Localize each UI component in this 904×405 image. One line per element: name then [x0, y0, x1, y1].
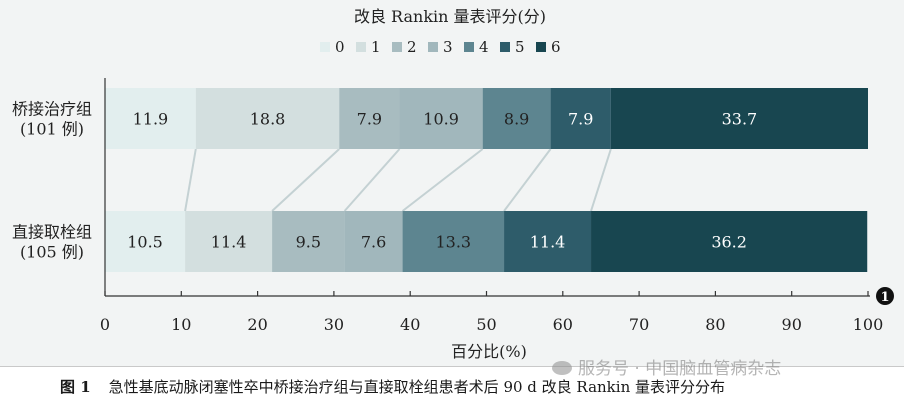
category-label-row2: 直接取栓组: [12, 223, 92, 242]
legend-label-1: 1: [371, 38, 381, 56]
legend-swatch-0: [320, 42, 330, 52]
figure-label: 图 1: [60, 378, 91, 396]
legend-swatch-2: [392, 42, 402, 52]
watermark: 服务号 · 中国脑血管病杂志: [552, 354, 781, 379]
bar-segment-row1-mrs0: [105, 88, 196, 149]
category-sublabel-row1: (101 例): [20, 120, 84, 139]
x-tick-label-0: 0: [100, 315, 110, 334]
connector-line-2: [271, 148, 340, 212]
bar-segment-row2-mrs4: [402, 211, 505, 272]
bar-value-label-row2-mrs1: 11.4: [211, 233, 247, 252]
bar-segment-row2-mrs6: [591, 211, 868, 272]
x-tick-label-20: 20: [247, 315, 267, 334]
bar-value-label-row2-mrs5: 11.4: [530, 233, 566, 252]
bar-value-label-row2-mrs2: 9.5: [296, 233, 321, 252]
bar-segment-row1-mrs4: [482, 88, 551, 149]
legend-label-6: 6: [551, 38, 561, 56]
bar-segment-row2-mrs1: [185, 211, 273, 272]
connector-line-1: [184, 148, 197, 212]
legend-swatch-3: [428, 42, 438, 52]
bar-segment-row1-mrs6: [610, 88, 868, 149]
figure-caption-text: 急性基底动脉闭塞性卒中桥接治疗组与直接取栓组患者术后 90 d 改良 Ranki…: [108, 378, 725, 396]
x-tick-label-40: 40: [400, 315, 420, 334]
bar-value-label-row1-mrs2: 7.9: [357, 110, 382, 129]
bar-value-label-row1-mrs3: 10.9: [423, 110, 459, 129]
bar-value-label-row1-mrs1: 18.8: [250, 110, 286, 129]
bar-segment-row2-mrs2: [272, 211, 345, 272]
bar-segment-row1-mrs2: [339, 88, 400, 149]
bar-segment-row1-mrs5: [550, 88, 611, 149]
connector-line-4: [401, 148, 484, 212]
badge-circle: [876, 287, 894, 305]
legend-swatch-1: [356, 42, 366, 52]
bar-segment-row2-mrs3: [344, 211, 403, 272]
bar-value-label-row1-mrs0: 11.9: [133, 110, 169, 129]
bar-segment-row2-mrs0: [105, 211, 186, 272]
connector-line-5: [503, 148, 552, 212]
x-tick-label-50: 50: [476, 315, 496, 334]
bar-value-label-row1-mrs4: 8.9: [504, 110, 529, 129]
legend-label-4: 4: [479, 38, 489, 56]
bar-value-label-row2-mrs6: 36.2: [711, 233, 747, 252]
bar-segment-row1-mrs3: [399, 88, 483, 149]
bar-value-label-row2-mrs0: 10.5: [127, 233, 163, 252]
legend-label-2: 2: [407, 38, 417, 56]
x-tick-label-80: 80: [705, 315, 725, 334]
x-tick-label-60: 60: [553, 315, 573, 334]
legend-swatch-6: [536, 42, 546, 52]
wechat-icon: [552, 361, 572, 375]
x-tick-label-90: 90: [782, 315, 802, 334]
x-tick-label-10: 10: [171, 315, 191, 334]
legend-swatch-4: [464, 42, 474, 52]
category-label-row1: 桥接治疗组: [12, 100, 92, 119]
x-tick-label-100: 100: [853, 315, 884, 334]
caption-bar: [0, 366, 904, 405]
bar-value-label-row2-mrs4: 13.3: [435, 233, 471, 252]
chart-panel: [0, 0, 904, 366]
x-axis-label: 百分比(%): [451, 342, 527, 361]
legend-label-3: 3: [443, 38, 453, 56]
figure-caption: 图 1 急性基底动脉闭塞性卒中桥接治疗组与直接取栓组患者术后 90 d 改良 Ra…: [60, 376, 725, 397]
bar-segment-row2-mrs5: [504, 211, 592, 272]
bar-segment-row1-mrs1: [195, 88, 340, 149]
bar-value-label-row2-mrs3: 7.6: [361, 233, 386, 252]
watermark-text: 服务号 · 中国脑血管病杂志: [578, 359, 782, 379]
badge-number: 1: [880, 290, 889, 305]
category-sublabel-row2: (105 例): [20, 243, 84, 262]
bar-value-label-row1-mrs6: 33.7: [722, 110, 758, 129]
legend-swatch-5: [500, 42, 510, 52]
chart-title: 改良 Rankin 量表评分(分): [354, 7, 546, 26]
legend-label-0: 0: [335, 38, 345, 56]
stacked-bar-chart: 改良 Rankin 量表评分(分) 0 1 2 3 4 5 6 11.9 18.8 7.9 10.…: [12, 7, 894, 361]
legend-label-5: 5: [515, 38, 525, 56]
connector-line-3: [343, 148, 401, 212]
x-tick-label-70: 70: [629, 315, 649, 334]
x-tick-label-30: 30: [324, 315, 344, 334]
connector-line-6: [590, 148, 612, 212]
bar-value-label-row1-mrs5: 7.9: [568, 110, 593, 129]
